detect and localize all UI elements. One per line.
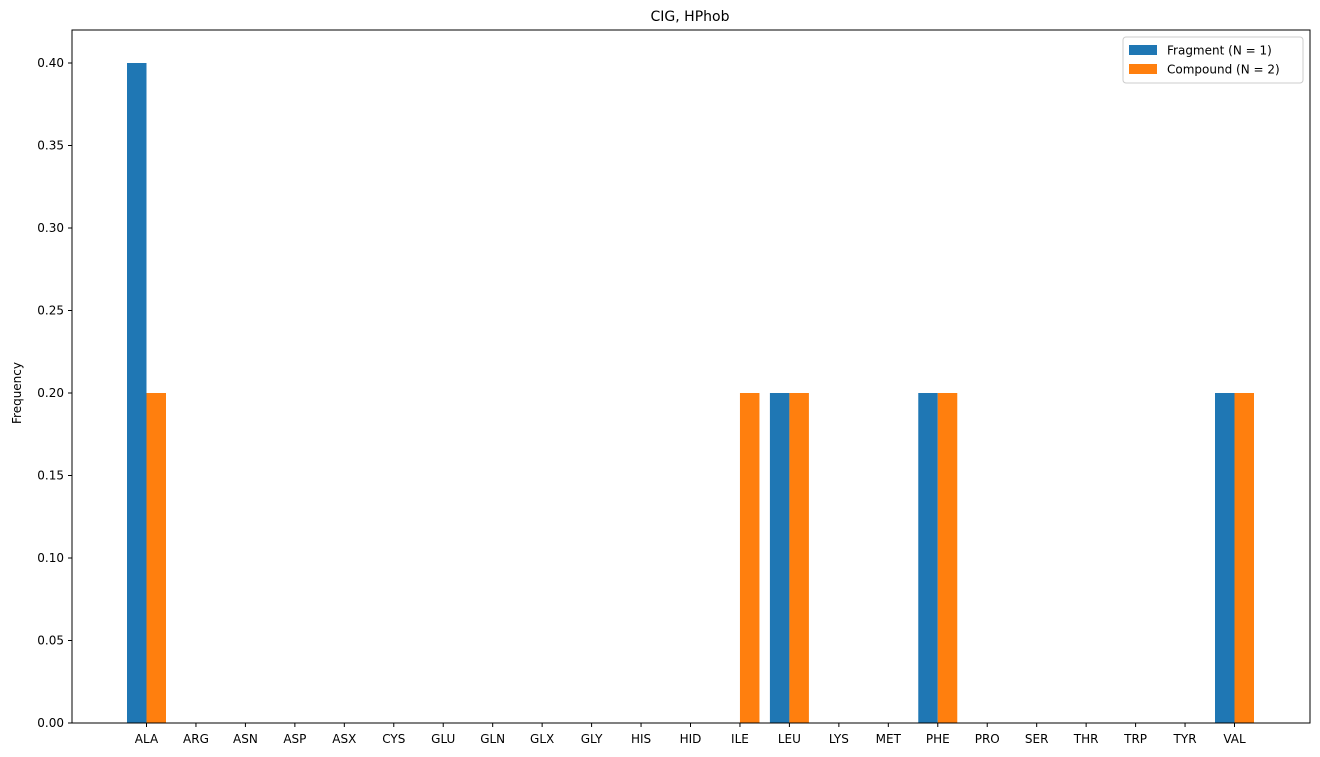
x-tick-label: TRP: [1123, 732, 1147, 746]
x-tick-label: ASX: [332, 732, 356, 746]
legend-label-fragment: Fragment (N = 1): [1167, 44, 1272, 58]
x-tick-label: TYR: [1173, 732, 1197, 746]
legend-swatch-fragment: [1129, 45, 1157, 55]
y-tick-label: 0.15: [37, 469, 64, 483]
x-tick-label: GLU: [431, 732, 455, 746]
bar-fragment-leu: [769, 393, 790, 723]
axes-layer: 0.00 0.05 0.10 0.15 0.20 0.25 0.30 0.35 0.40 ALA A…: [37, 29, 1311, 746]
y-axis-label: Frequency: [10, 362, 24, 424]
legend-box: [1122, 36, 1304, 84]
bar-fragment-ala: [127, 63, 147, 723]
y-tick-label: 0.40: [37, 56, 64, 70]
legend: Fragment (N = 1) Compound (N = 2): [1122, 36, 1304, 84]
x-tick-label: VAL: [1223, 732, 1246, 746]
x-tick-label: ARG: [183, 732, 209, 746]
x-tick-label: ILE: [731, 732, 749, 746]
x-tick-label: PRO: [975, 732, 1000, 746]
y-tick-label: 0.10: [37, 551, 64, 565]
bar-compound-leu: [789, 393, 809, 723]
y-tick-label: 0.35: [37, 139, 64, 153]
bars-layer: [127, 63, 1254, 723]
plot-frame: [71, 29, 1311, 724]
x-tick-label: HID: [680, 732, 702, 746]
x-tick-label: GLY: [581, 732, 603, 746]
x-tick-label: PHE: [926, 732, 950, 746]
x-tick-label: THR: [1073, 732, 1099, 746]
legend-label-compound: Compound (N = 2): [1167, 63, 1280, 77]
y-tick-label: 0.05: [37, 634, 64, 648]
x-tick-label: LEU: [778, 732, 801, 746]
y-tick-label: 0.30: [37, 221, 64, 235]
x-tick-label: ASP: [283, 732, 306, 746]
x-tick-label: LYS: [829, 732, 849, 746]
y-tick-label: 0.20: [37, 386, 64, 400]
x-tick-label: MET: [876, 732, 902, 746]
bar-fragment-val: [1215, 393, 1235, 723]
x-tick-label: GLX: [530, 732, 554, 746]
y-tick-label: 0.25: [37, 304, 64, 318]
x-tick-label: ALA: [135, 732, 159, 746]
x-tick-label: ASN: [233, 732, 258, 746]
y-tick-label: 0.00: [37, 716, 64, 730]
x-tick-label: GLN: [480, 732, 505, 746]
bar-compound-val: [1234, 393, 1254, 723]
bar-compound-phe: [937, 393, 958, 723]
x-tick-label: HIS: [631, 732, 651, 746]
bar-compound-ala: [146, 393, 166, 723]
x-tick-label: SER: [1025, 732, 1049, 746]
x-tick-label: CYS: [382, 732, 405, 746]
bar-fragment-phe: [918, 393, 938, 723]
bar-compound-ile: [739, 393, 760, 723]
legend-swatch-compound: [1129, 64, 1157, 74]
chart-title: CIG, HPhob: [651, 9, 730, 25]
